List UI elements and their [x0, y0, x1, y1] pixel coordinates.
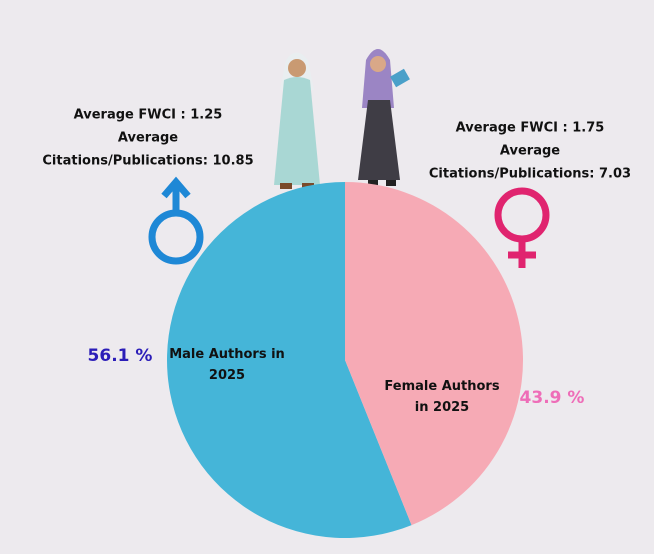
infographic: 56.1 % 43.9 % Average FWCI : 1.25 Average Ci… — [0, 0, 654, 554]
annotation: Citations/Publications: 10.85 — [42, 154, 253, 169]
annotation: Average FWCI : 1.25 — [74, 108, 223, 123]
chart: 56.1 % 43.9 % Average FWCI : 1.25 Average Ci… — [0, 0, 654, 554]
value-label: 43.9 % — [520, 388, 585, 408]
annotation: Average — [118, 131, 178, 146]
value-label: 56.1 % — [88, 346, 153, 366]
category-label: Male Authors in 2025 — [167, 344, 287, 386]
annotation: Average FWCI : 1.75 — [456, 121, 605, 136]
category-label: Female Authors in 2025 — [382, 376, 502, 418]
annotation: Average — [500, 144, 560, 159]
annotation: Citations/Publications: 7.03 — [429, 167, 631, 182]
